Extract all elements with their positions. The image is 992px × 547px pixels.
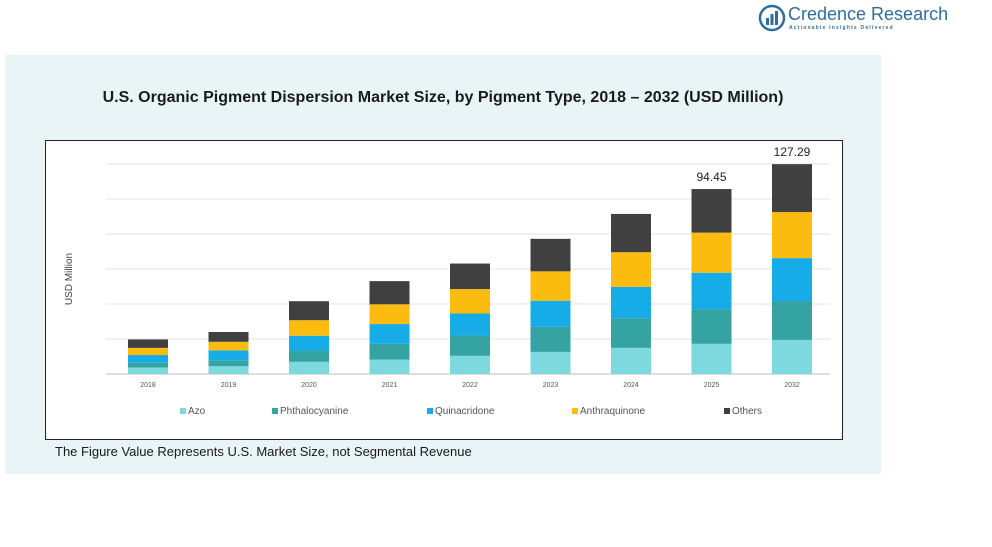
bar-segment-anthraquinone-2020 — [289, 320, 329, 336]
bar-segment-phthalocyanine-2020 — [289, 350, 329, 362]
bar-segment-others-2032 — [772, 164, 812, 213]
legend-label-others: Others — [732, 406, 762, 417]
bar-segment-phthalocyanine-2022 — [450, 335, 490, 356]
stacked-bar-chart: USD Million 2018 2019 2020 2021 2022 2023 2024 2… — [64, 145, 830, 417]
x-tick-label: 2021 — [382, 382, 398, 389]
x-tick-label: 2032 — [784, 382, 800, 389]
chart-panel: U.S. Organic Pigment Dispersion Market S… — [5, 55, 881, 474]
bar-segment-azo-2022 — [450, 355, 490, 374]
bar-segment-quinacridone-2023 — [530, 300, 571, 327]
bar-segment-anthraquinone-2019 — [208, 341, 249, 351]
chart-frame: USD Million 2018 2019 2020 2021 2022 2023 2024 2… — [45, 140, 843, 440]
bar-segment-others-2021 — [369, 281, 410, 305]
bar-segment-quinacridone-2025 — [691, 272, 732, 310]
bar-segment-quinacridone-2024 — [611, 286, 651, 319]
data-label-2025: 94.45 — [696, 170, 726, 184]
x-tick-label: 2025 — [704, 382, 720, 389]
x-tick-label: 2024 — [623, 382, 639, 389]
bar-segment-phthalocyanine-2032 — [772, 301, 812, 340]
x-tick-label: 2018 — [140, 382, 156, 389]
bar-segment-others-2022 — [450, 263, 490, 290]
bar-segment-anthraquinone-2023 — [530, 271, 571, 301]
bar-segment-anthraquinone-2022 — [450, 289, 490, 314]
bar-segment-others-2019 — [208, 332, 249, 342]
bar-segment-others-2023 — [530, 238, 571, 272]
legend-swatch-quinacridone — [427, 408, 433, 414]
legend-label-azo: Azo — [188, 406, 206, 417]
bar-segment-azo-2021 — [369, 359, 410, 374]
x-tick-label: 2020 — [301, 382, 317, 389]
bar-segment-azo-2023 — [530, 351, 571, 374]
legend-swatch-anthraquinone — [572, 408, 578, 414]
bar-segment-azo-2024 — [611, 347, 651, 374]
bar-segment-quinacridone-2022 — [450, 313, 490, 336]
legend-label-anthraquinone: Anthraquinone — [580, 406, 645, 417]
bar-segment-anthraquinone-2018 — [128, 347, 168, 356]
bar-segment-quinacridone-2019 — [208, 350, 249, 361]
brand-logo-icon — [758, 4, 786, 32]
bar-segment-anthraquinone-2024 — [611, 252, 651, 287]
bar-segment-others-2025 — [691, 189, 732, 233]
bar-segment-anthraquinone-2021 — [369, 304, 410, 325]
bar-segment-azo-2018 — [128, 367, 168, 374]
bar-segment-anthraquinone-2025 — [691, 232, 732, 273]
x-tick-label: 2022 — [462, 382, 478, 389]
bar-segment-azo-2025 — [691, 343, 732, 374]
brand-name: Credence Research — [788, 4, 949, 24]
bar-segment-quinacridone-2032 — [772, 258, 812, 302]
footnote: The Figure Value Represents U.S. Market … — [55, 444, 472, 459]
bar-segment-others-2020 — [289, 301, 329, 321]
legend-swatch-azo — [180, 408, 186, 414]
bar-segment-azo-2020 — [289, 361, 329, 374]
x-tick-label: 2023 — [543, 382, 559, 389]
bar-segment-phthalocyanine-2018 — [128, 362, 168, 368]
bar-segment-quinacridone-2021 — [369, 324, 410, 344]
bar-segment-quinacridone-2018 — [128, 355, 168, 363]
legend-swatch-phthalocyanine — [272, 408, 278, 414]
bar-segment-others-2018 — [128, 339, 168, 348]
y-axis-label: USD Million — [64, 253, 75, 305]
bar-segment-quinacridone-2020 — [289, 335, 329, 351]
legend-label-phthalocyanine: Phthalocyanine — [280, 406, 349, 417]
bar-segment-phthalocyanine-2019 — [208, 360, 249, 367]
chart-title: U.S. Organic Pigment Dispersion Market S… — [102, 89, 784, 106]
bar-segment-azo-2019 — [208, 366, 249, 374]
bar-segment-phthalocyanine-2023 — [530, 326, 571, 352]
brand-logo: Credence Research Actionable Insights De… — [758, 4, 958, 34]
bar-segment-others-2024 — [611, 213, 651, 253]
bar-segment-phthalocyanine-2025 — [691, 309, 732, 344]
bar-segment-azo-2032 — [772, 339, 812, 374]
bar-segment-phthalocyanine-2021 — [369, 343, 410, 360]
bar-segment-phthalocyanine-2024 — [611, 318, 651, 348]
legend-swatch-others — [724, 408, 730, 414]
legend-label-quinacridone: Quinacridone — [435, 406, 495, 417]
data-label-2032: 127.29 — [774, 145, 811, 159]
bar-segment-anthraquinone-2032 — [772, 212, 812, 259]
brand-tagline: Actionable Insights Delivered — [789, 25, 894, 31]
x-tick-label: 2019 — [221, 382, 237, 389]
